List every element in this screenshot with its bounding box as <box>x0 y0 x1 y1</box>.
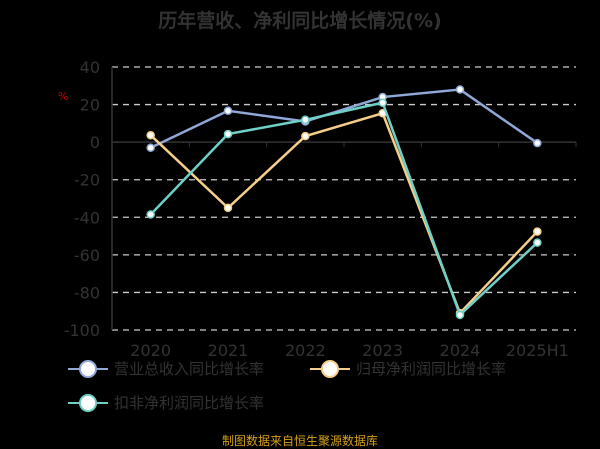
x-tick-label: 2023 <box>362 341 403 360</box>
y-tick-label: -40 <box>74 208 100 227</box>
x-tick-label: 2025H1 <box>506 341 569 360</box>
x-tick-label: 2024 <box>440 341 481 360</box>
legend-label: 扣非净利润同比增长率 <box>114 394 265 412</box>
y-tick-label: 0 <box>90 133 100 152</box>
y-axis-unit: % <box>58 90 69 103</box>
y-tick-label: 20 <box>80 96 100 115</box>
data-point <box>533 238 542 247</box>
data-point <box>146 210 155 219</box>
legend-item-revenue[interactable]: 营业总收入同比增长率 <box>68 358 264 379</box>
y-tick-label: -100 <box>64 321 100 340</box>
data-point <box>301 131 310 141</box>
y-tick-label: 40 <box>80 58 100 77</box>
x-tick-label: 2021 <box>208 341 249 360</box>
legend-marker-icon <box>68 359 108 378</box>
data-point <box>223 106 233 116</box>
data-point <box>533 227 542 236</box>
footer-source: 制图数据来自恒生聚源数据库 <box>221 434 378 448</box>
series-line-1 <box>149 111 539 316</box>
data-point <box>223 203 233 213</box>
data-point <box>146 143 155 153</box>
legend-marker-icon <box>68 393 108 412</box>
data-point <box>455 310 465 320</box>
x-tick-label: 2022 <box>285 341 326 360</box>
x-tick-label: 2020 <box>130 341 171 360</box>
legend-label: 营业总收入同比增长率 <box>114 360 265 378</box>
data-point <box>455 85 465 94</box>
series-line-0 <box>150 88 539 149</box>
y-tick-label: -60 <box>74 246 100 265</box>
legend-item-deducted-profit[interactable]: 扣非净利润同比增长率 <box>68 392 264 413</box>
legend-label: 归母净利润同比增长率 <box>356 360 507 378</box>
data-point <box>223 129 233 139</box>
y-tick-label: -80 <box>74 283 100 302</box>
data-point <box>146 130 155 140</box>
data-point <box>533 138 542 148</box>
chart-title: 历年营收、净利同比增长情况(%) <box>158 10 442 32</box>
series-line-2 <box>149 101 539 318</box>
legend-marker-icon <box>310 359 350 378</box>
data-point <box>301 115 310 125</box>
y-tick-label: -20 <box>74 171 100 190</box>
data-point <box>378 98 387 107</box>
legend-item-net-profit[interactable]: 归母净利润同比增长率 <box>310 358 506 379</box>
